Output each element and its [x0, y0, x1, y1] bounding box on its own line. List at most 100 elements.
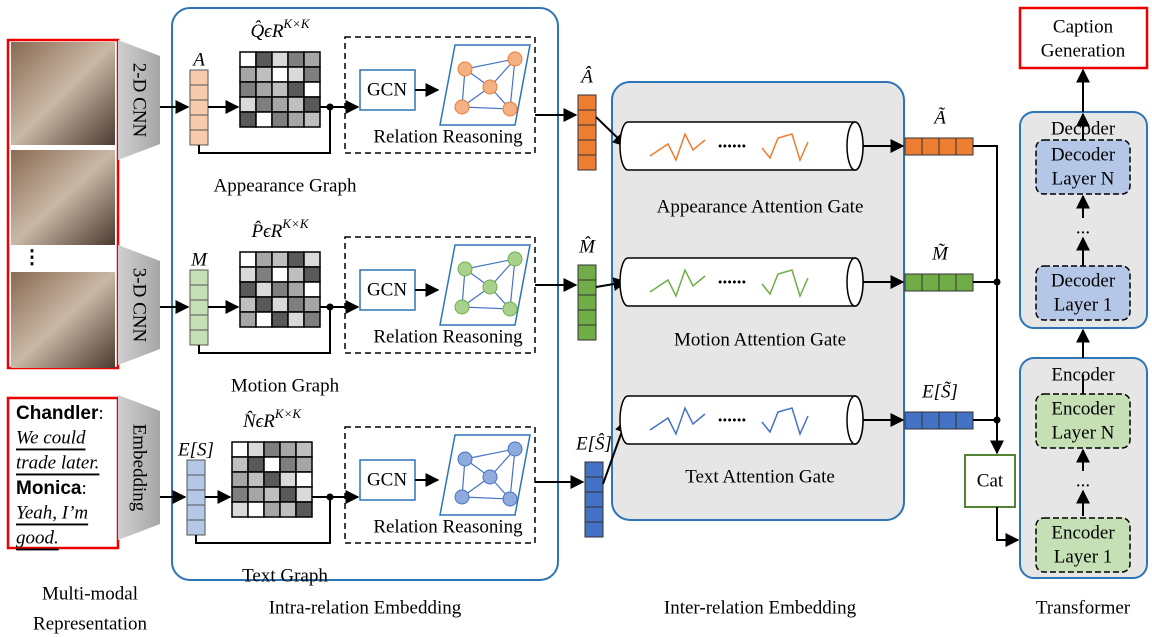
- matrix-cell: [296, 502, 312, 517]
- matrix-cell: [304, 312, 320, 327]
- matrix-cell: [248, 442, 264, 457]
- matrix-label: P̂ϵRK×K: [251, 216, 310, 242]
- matrix-cell: [232, 457, 248, 472]
- matrix-cell: [264, 442, 280, 457]
- decoder-layer-label: Layer 1: [1054, 295, 1113, 316]
- output-cell: [585, 522, 603, 537]
- feature-cell: [190, 130, 208, 145]
- graph-node: [455, 300, 469, 314]
- gcn-label: GCN: [367, 470, 407, 491]
- gated-label: E[S̃]: [921, 381, 958, 402]
- dialogue-line: Yeah, I’m: [16, 503, 88, 524]
- junction: [327, 304, 334, 311]
- speaker-colon: :: [81, 478, 86, 499]
- matrix-cell: [280, 502, 296, 517]
- matrix-cell: [296, 487, 312, 502]
- matrix-cell: [256, 252, 272, 267]
- output-cell: [578, 95, 596, 110]
- gated-cell: [956, 138, 973, 155]
- matrix-cell: [288, 112, 304, 127]
- feature-cell: [187, 520, 205, 535]
- matrix-exponent: K×K: [274, 406, 302, 421]
- matrix-cell: [232, 472, 248, 487]
- gcn-label: GCN: [367, 80, 407, 101]
- matrix-cell: [304, 112, 320, 127]
- matrix-cell: [232, 442, 248, 457]
- matrix-cell: [272, 267, 288, 282]
- graph-node: [458, 62, 472, 76]
- reasoning-label: Relation Reasoning: [373, 517, 523, 538]
- feature-cell: [190, 300, 208, 315]
- graph-node: [508, 442, 522, 456]
- matrix-cell: [304, 82, 320, 97]
- graph-node: [503, 102, 517, 116]
- feature-cell: [187, 475, 205, 490]
- matrix-cell: [288, 252, 304, 267]
- matrix-cell: [240, 52, 256, 67]
- dialogue-line: good.: [16, 528, 59, 549]
- output-cell: [578, 295, 596, 310]
- matrix-cell: [248, 502, 264, 517]
- diagram: ⋮Chandler:We couldtrade later.Monica:Yea…: [0, 0, 1152, 637]
- section-label: Representation: [33, 614, 147, 635]
- matrix-cell: [288, 97, 304, 112]
- matrix-cell: [248, 472, 264, 487]
- matrix-cell: [288, 267, 304, 282]
- decoder-layer-label: Decoder: [1051, 145, 1116, 166]
- graph-node: [458, 262, 472, 276]
- section-label: Intra-relation Embedding: [269, 598, 462, 619]
- gated-cell: [956, 412, 973, 429]
- gated-cell: [922, 412, 939, 429]
- output-label: M̂: [578, 236, 596, 257]
- matrix-cell: [296, 442, 312, 457]
- gated-cell: [939, 138, 956, 155]
- graph-node: [483, 80, 497, 94]
- encoder-label: 3-D CNN: [129, 268, 150, 343]
- matrix-cell: [240, 282, 256, 297]
- feature-cell: [187, 490, 205, 505]
- matrix-cell: [256, 112, 272, 127]
- speaker-name: Chandler: [16, 403, 99, 424]
- graph-name: Appearance Graph: [214, 176, 357, 197]
- matrix-cell: [272, 82, 288, 97]
- gated-cell: [905, 274, 922, 291]
- matrix-cell: [240, 67, 256, 82]
- matrix-exponent: K×K: [281, 216, 309, 231]
- gate-name: Text Attention Gate: [685, 467, 835, 488]
- gated-cell: [905, 138, 922, 155]
- decoder-layer-label: Layer N: [1052, 169, 1115, 190]
- section-label: Transformer: [1036, 598, 1131, 619]
- output-cell: [578, 140, 596, 155]
- matrix-cell: [272, 67, 288, 82]
- graph-node: [483, 470, 497, 484]
- output-label: Â: [579, 66, 593, 88]
- graph-node: [503, 492, 517, 506]
- gate-dots: ......: [718, 406, 747, 427]
- matrix-cell: [296, 457, 312, 472]
- encoder-layer-label: Encoder: [1051, 523, 1115, 544]
- output-cell: [585, 507, 603, 522]
- encoder-ellipsis: ...: [1076, 471, 1090, 492]
- junction: [327, 494, 334, 501]
- gated-cell: [939, 412, 956, 429]
- output-cell: [585, 477, 603, 492]
- matrix-cell: [272, 312, 288, 327]
- matrix-cell: [240, 97, 256, 112]
- matrix-cell: [280, 472, 296, 487]
- feature-label: E[S]: [177, 440, 214, 461]
- arrow: [997, 507, 1018, 540]
- gated-cell: [922, 138, 939, 155]
- encoder-layer-label: Encoder: [1051, 399, 1115, 420]
- matrix-cell: [240, 252, 256, 267]
- matrix-cell: [288, 67, 304, 82]
- matrix-cell: [272, 52, 288, 67]
- matrix-label: N̂ϵRK×K: [242, 406, 302, 432]
- matrix-cell: [256, 52, 272, 67]
- graph-node: [458, 452, 472, 466]
- feature-cell: [187, 460, 205, 475]
- matrix-cell: [240, 312, 256, 327]
- speaker-colon: :: [98, 403, 103, 424]
- feature-cell: [190, 115, 208, 130]
- matrix-label: Q̂ϵRK×K: [250, 16, 310, 42]
- output-cell: [578, 325, 596, 340]
